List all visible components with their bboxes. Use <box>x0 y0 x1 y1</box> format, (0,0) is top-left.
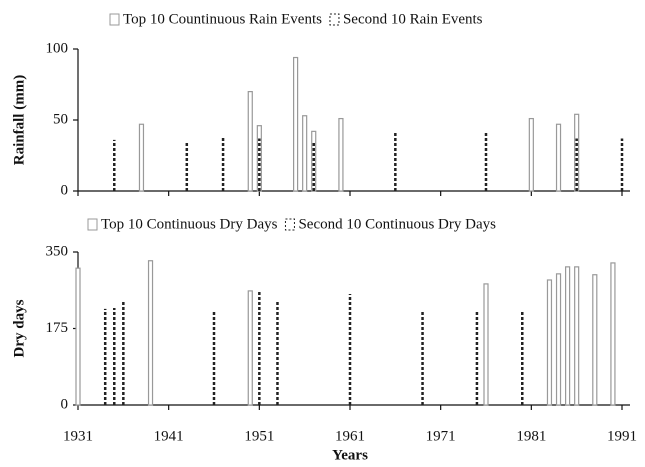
bar <box>483 283 489 406</box>
legend-label: Top 10 Countinuous Rain Events <box>123 11 322 27</box>
bar <box>311 130 317 192</box>
legend-label: Second 10 Rain Events <box>343 11 483 27</box>
bar <box>147 260 154 406</box>
x-tick-label: 1991 <box>607 428 637 444</box>
legend-label: Top 10 Continuous Dry Days <box>101 216 278 232</box>
y-axis-label: Dry days <box>11 299 27 357</box>
legend-swatch <box>109 13 120 26</box>
y-tick-label: 0 <box>61 182 69 198</box>
bar <box>564 266 571 406</box>
bar <box>610 262 616 406</box>
y-axis-label: Rainfall (mm) <box>11 75 27 165</box>
bar <box>528 117 534 192</box>
x-tick-label: 1971 <box>426 428 456 444</box>
bar <box>293 56 299 192</box>
legend-swatch <box>284 218 295 231</box>
bar <box>555 123 562 192</box>
y-tick-label: 0 <box>61 396 69 412</box>
legend-label: Second 10 Continuous Dry Days <box>298 216 496 232</box>
bar <box>138 123 145 192</box>
y-tick-label: 100 <box>46 40 69 56</box>
bar <box>247 290 253 406</box>
y-tick-label: 175 <box>46 320 69 336</box>
bar <box>574 266 580 406</box>
bar <box>592 274 598 406</box>
bar <box>546 279 553 406</box>
legend-swatch <box>87 218 98 231</box>
y-tick-label: 350 <box>46 243 69 259</box>
x-axis-label: Years <box>332 447 368 463</box>
bar <box>247 90 253 192</box>
bar <box>75 267 81 406</box>
x-tick-label: 1981 <box>516 428 546 444</box>
x-tick-label: 1941 <box>154 428 184 444</box>
bar <box>302 115 308 192</box>
bar <box>555 273 562 406</box>
x-tick-label: 1961 <box>335 428 365 444</box>
bar <box>338 117 344 192</box>
x-tick-label: 1951 <box>244 428 274 444</box>
y-tick-label: 50 <box>53 111 68 127</box>
x-tick-label: 1931 <box>63 428 93 444</box>
legend-swatch <box>329 13 340 26</box>
